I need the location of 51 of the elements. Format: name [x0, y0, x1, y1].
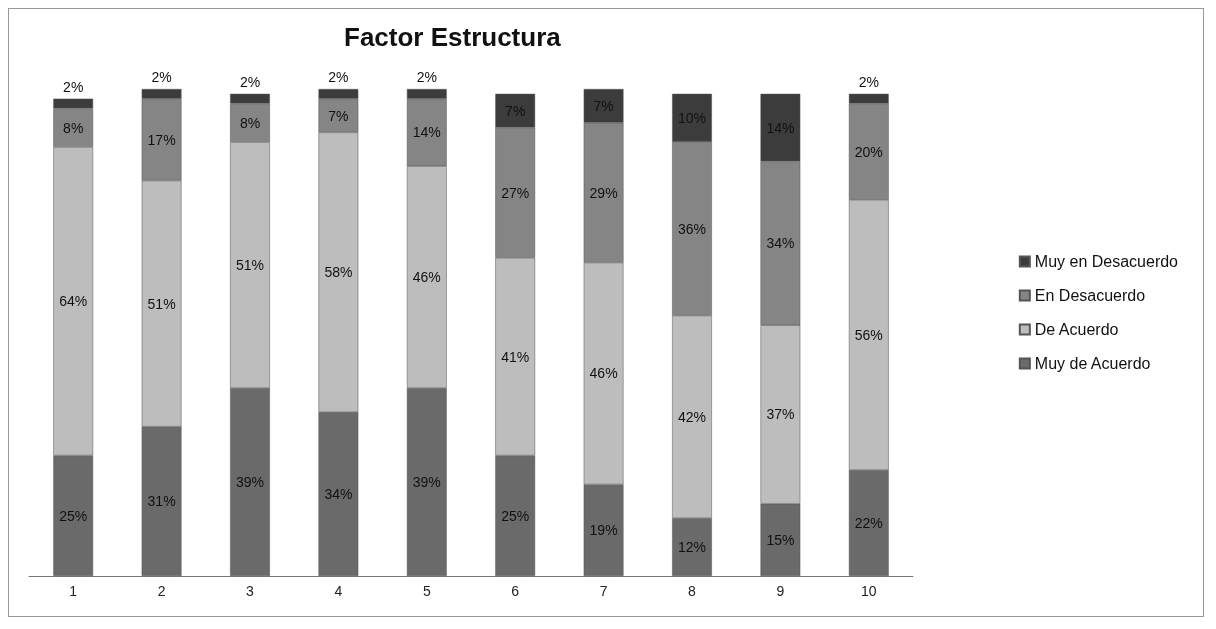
- data-label: 19%: [589, 522, 618, 539]
- x-tick-label: 2: [157, 583, 166, 599]
- x-tick-label: 8: [688, 583, 697, 599]
- data-label: 27%: [501, 184, 530, 201]
- x-tick-label: 7: [599, 583, 608, 599]
- x-tick-label: 1: [69, 583, 78, 599]
- data-label: 2%: [416, 69, 437, 85]
- data-label: 39%: [412, 473, 441, 490]
- data-label: 2%: [239, 73, 261, 90]
- data-label: 36%: [677, 220, 707, 237]
- data-label: 46%: [589, 365, 618, 382]
- data-label: 7%: [328, 107, 349, 124]
- data-label: 64%: [59, 293, 88, 310]
- data-label: 25%: [59, 507, 88, 524]
- data-label: 14%: [412, 124, 441, 141]
- data-label: 41%: [501, 348, 530, 365]
- data-label: 2%: [858, 73, 879, 90]
- x-tick-label: 9: [776, 583, 785, 599]
- data-label: 15%: [766, 531, 795, 548]
- data-label: 31%: [147, 493, 176, 510]
- data-label: 51%: [147, 295, 176, 312]
- x-tick-label: 3: [246, 583, 255, 599]
- data-label: 2%: [151, 69, 172, 85]
- data-label: 51%: [235, 256, 265, 273]
- legend-label: Muy de Acuerdo: [1034, 355, 1151, 372]
- legend-label: Muy en Desacuerdo: [1034, 253, 1179, 270]
- x-tick-label: 5: [422, 583, 431, 599]
- data-label: 2%: [328, 69, 349, 85]
- data-label: 39%: [235, 473, 265, 490]
- data-label: 17%: [147, 131, 176, 148]
- x-tick-label: 10: [861, 583, 877, 599]
- data-label: 25%: [501, 507, 530, 524]
- data-label: 34%: [324, 486, 353, 503]
- data-label: 58%: [324, 264, 353, 281]
- data-label: 22%: [854, 514, 883, 531]
- data-label: 56%: [854, 326, 883, 343]
- data-label: 37%: [766, 406, 795, 423]
- data-label: 8%: [239, 114, 261, 131]
- chart-title: Factor Estructura: [344, 22, 562, 52]
- data-label: 34%: [766, 235, 795, 252]
- x-tick-label: 4: [334, 583, 343, 599]
- data-label: 2%: [63, 78, 84, 95]
- x-tick-label: 6: [511, 583, 520, 599]
- data-label: 46%: [412, 269, 441, 286]
- data-label: 29%: [589, 184, 618, 201]
- legend-label: De Acuerdo: [1034, 321, 1119, 338]
- data-label: 12%: [677, 539, 707, 556]
- data-label: 8%: [63, 119, 84, 136]
- data-label: 20%: [854, 143, 883, 160]
- legend-label: En Desacuerdo: [1034, 287, 1146, 304]
- data-label: 42%: [677, 408, 707, 425]
